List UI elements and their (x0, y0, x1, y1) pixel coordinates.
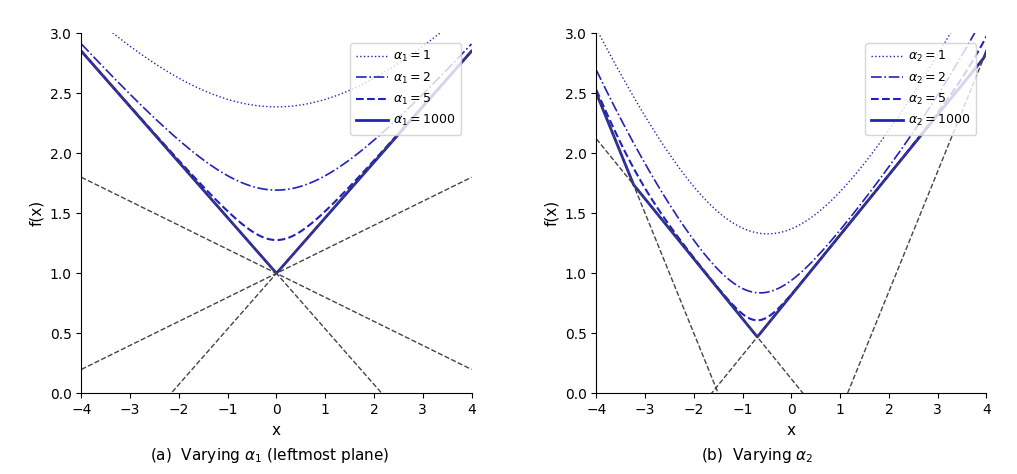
$\alpha_2 =1000$ (931, 113, 943, 118)
$\alpha_1 =1000$ (242, 238, 254, 244)
$\alpha_1 =2$ (242, 182, 254, 188)
X-axis label: x: x (787, 423, 796, 438)
$\alpha_2 =1$ (931, 53, 943, 59)
$\alpha_1 =1$ (75, 4, 87, 10)
$\alpha_2 =5$ (973, 47, 985, 53)
$\alpha_1 =1000$ (225, 219, 237, 224)
Line: $\alpha_1 =5$: $\alpha_1 =5$ (81, 51, 472, 240)
$\alpha_2 =2$ (590, 67, 602, 73)
$\alpha_1 =1$ (143, 57, 156, 63)
$\alpha_2 =2$ (973, 22, 985, 28)
$\alpha_1 =5$ (242, 226, 254, 231)
Line: $\alpha_2 =2$: $\alpha_2 =2$ (596, 11, 986, 293)
$\alpha_1 =5$ (225, 211, 237, 217)
Legend: $\alpha_2 =1$, $\alpha_2 =2$, $\alpha_2 =5$, $\alpha_2 =1000$: $\alpha_2 =1$, $\alpha_2 =2$, $\alpha_2 … (865, 43, 976, 135)
$\alpha_1 =1000$ (75, 48, 87, 54)
$\alpha_1 =2$ (416, 92, 428, 98)
$\alpha_1 =1$ (120, 40, 132, 46)
X-axis label: x: x (272, 423, 281, 438)
Line: $\alpha_1 =1000$: $\alpha_1 =1000$ (81, 51, 472, 273)
$\alpha_2 =1$ (739, 227, 752, 232)
$\alpha_2 =5$ (757, 317, 769, 322)
$\alpha_1 =1$ (458, 10, 470, 16)
$\alpha_2 =1000$ (590, 91, 602, 96)
$\alpha_1 =5$ (271, 237, 283, 243)
$\alpha_1 =1$ (416, 44, 428, 50)
$\alpha_1 =5$ (143, 125, 156, 130)
$\alpha_2 =1$ (590, 26, 602, 32)
$\alpha_2 =2$ (635, 153, 647, 159)
$\alpha_2 =2$ (754, 290, 766, 296)
$\alpha_2 =1000$ (658, 219, 670, 225)
Text: (a)  Varying $\alpha_1$ (leftmost plane): (a) Varying $\alpha_1$ (leftmost plane) (149, 446, 390, 465)
$\alpha_1 =2$ (271, 187, 283, 193)
$\alpha_2 =2$ (980, 9, 993, 14)
$\alpha_2 =1000$ (980, 48, 993, 54)
Line: $\alpha_2 =5$: $\alpha_2 =5$ (596, 36, 986, 320)
$\alpha_1 =5$ (466, 48, 478, 54)
$\alpha_2 =1000$ (973, 61, 985, 67)
$\alpha_2 =5$ (590, 87, 602, 93)
$\alpha_2 =5$ (658, 215, 670, 220)
$\alpha_2 =5$ (635, 178, 647, 184)
$\alpha_1 =2$ (143, 110, 156, 116)
$\alpha_2 =2$ (658, 193, 670, 199)
$\alpha_1 =1$ (242, 101, 254, 107)
$\alpha_1 =1000$ (271, 270, 283, 276)
$\alpha_1 =1$ (271, 104, 283, 109)
Legend: $\alpha_1 =1$, $\alpha_1 =2$, $\alpha_1 =5$, $\alpha_1 =1000$: $\alpha_1 =1$, $\alpha_1 =2$, $\alpha_1 … (350, 43, 462, 135)
$\alpha_2 =1$ (762, 231, 774, 237)
$\alpha_2 =1$ (658, 143, 670, 149)
$\alpha_2 =1000$ (752, 334, 764, 340)
Line: $\alpha_1 =2$: $\alpha_1 =2$ (81, 44, 472, 190)
$\alpha_2 =5$ (980, 34, 993, 39)
$\alpha_2 =2$ (757, 290, 769, 296)
$\alpha_1 =1000$ (458, 57, 470, 63)
$\alpha_2 =5$ (739, 314, 752, 319)
$\alpha_1 =5$ (120, 99, 132, 104)
$\alpha_2 =1$ (635, 106, 647, 112)
$\alpha_1 =2$ (225, 175, 237, 181)
$\alpha_1 =2$ (458, 49, 470, 55)
$\alpha_1 =2$ (120, 87, 132, 93)
$\alpha_2 =1000$ (757, 327, 769, 333)
Line: $\alpha_2 =1000$: $\alpha_2 =1000$ (596, 51, 986, 337)
$\alpha_1 =1$ (225, 98, 237, 103)
Text: (b)  Varying $\alpha_2$: (b) Varying $\alpha_2$ (702, 446, 814, 465)
$\alpha_2 =1000$ (635, 191, 647, 196)
Y-axis label: f(x): f(x) (29, 200, 44, 227)
$\alpha_1 =1000$ (143, 126, 156, 131)
$\alpha_1 =5$ (416, 104, 428, 110)
$\alpha_1 =1000$ (120, 99, 132, 105)
$\alpha_2 =1000$ (739, 320, 752, 326)
$\alpha_1 =5$ (75, 48, 87, 54)
$\alpha_2 =2$ (931, 93, 943, 99)
$\alpha_2 =5$ (931, 111, 943, 117)
$\alpha_1 =1000$ (466, 48, 478, 54)
$\alpha_2 =2$ (739, 287, 752, 293)
$\alpha_2 =5$ (752, 318, 764, 323)
$\alpha_1 =1000$ (416, 105, 428, 110)
$\alpha_1 =2$ (466, 41, 478, 47)
Line: $\alpha_2 =1$: $\alpha_2 =1$ (596, 0, 986, 234)
Y-axis label: f(x): f(x) (544, 200, 559, 227)
Line: $\alpha_1 =1$: $\alpha_1 =1$ (81, 7, 472, 107)
$\alpha_2 =1$ (757, 231, 769, 237)
$\alpha_1 =5$ (458, 57, 470, 63)
$\alpha_1 =2$ (75, 41, 87, 47)
$\alpha_1 =1$ (466, 4, 478, 10)
